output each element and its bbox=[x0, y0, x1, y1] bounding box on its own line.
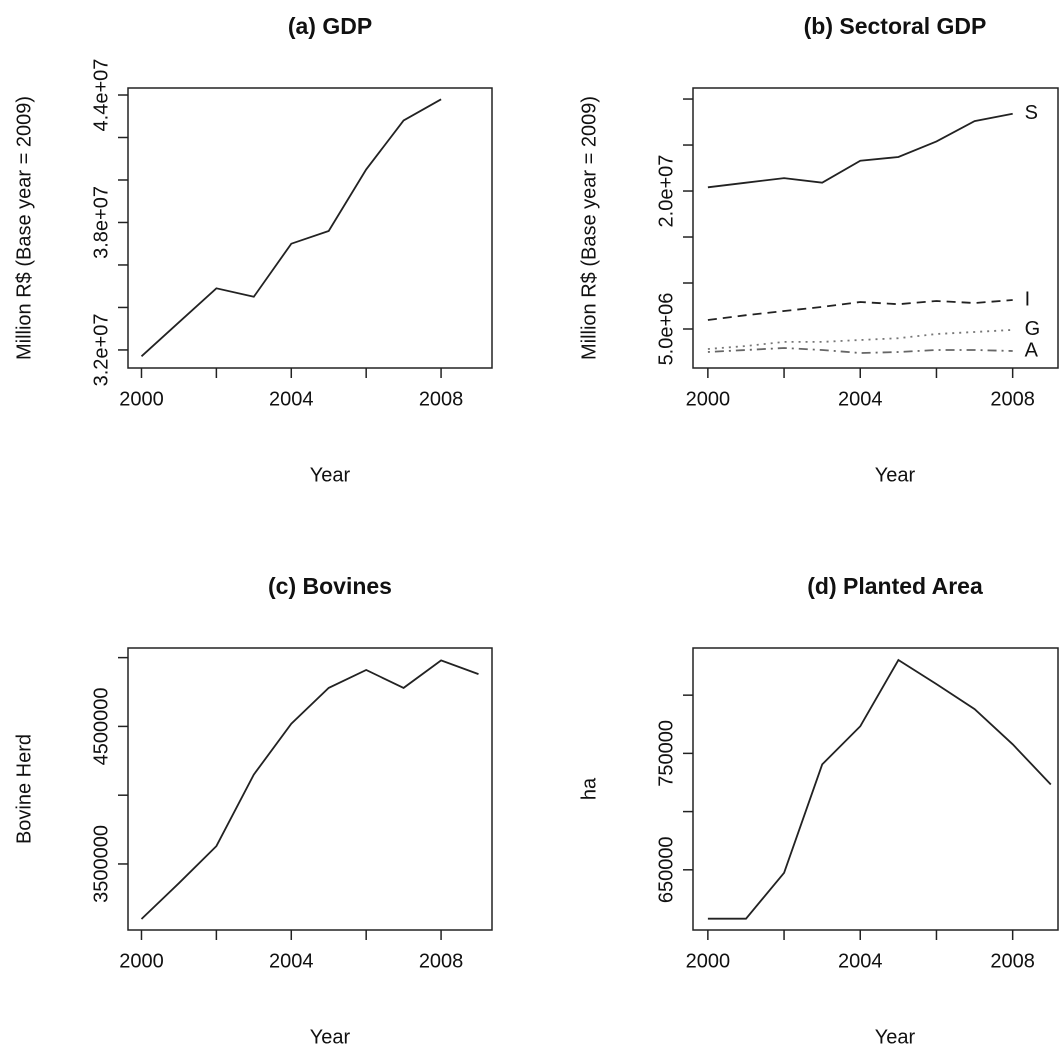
y-axis-label: ha bbox=[578, 777, 600, 800]
y-tick-label: 650000 bbox=[655, 836, 677, 903]
x-tick-label: 2004 bbox=[269, 388, 314, 410]
x-axis-label: Year bbox=[310, 464, 351, 486]
x-tick-label: 2008 bbox=[990, 950, 1035, 972]
line-label: S bbox=[1025, 102, 1038, 124]
x-axis-label: Year bbox=[310, 1026, 351, 1048]
data-line bbox=[707, 329, 1013, 350]
data-line bbox=[707, 347, 1013, 354]
x-tick-label: 2004 bbox=[838, 950, 883, 972]
data-line bbox=[140, 659, 479, 920]
chart-title: (d) Planted Area bbox=[807, 573, 983, 599]
chart-title: (b) Sectoral GDP bbox=[804, 13, 987, 39]
x-tick-label: 2004 bbox=[269, 950, 314, 972]
x-tick-label: 2000 bbox=[686, 388, 731, 410]
y-tick-label: 3500000 bbox=[90, 825, 112, 903]
x-tick-label: 2008 bbox=[990, 388, 1035, 410]
plot-box bbox=[127, 87, 493, 369]
x-tick-label: 2000 bbox=[119, 950, 164, 972]
data-line bbox=[707, 299, 1013, 321]
y-tick-label: 2.0e+07 bbox=[655, 155, 677, 228]
x-tick-label: 2008 bbox=[419, 388, 464, 410]
y-axis-label: Million R$ (Base year = 2009) bbox=[578, 96, 600, 360]
data-line bbox=[140, 98, 442, 357]
line-label: A bbox=[1025, 339, 1039, 361]
plot-box bbox=[692, 647, 1059, 931]
y-tick-label: 3.2e+07 bbox=[90, 314, 112, 387]
line-label: I bbox=[1025, 288, 1031, 310]
y-axis-label: Bovine Herd bbox=[13, 734, 35, 844]
x-tick-label: 2000 bbox=[686, 950, 731, 972]
y-tick-label: 4500000 bbox=[90, 687, 112, 765]
x-axis-label: Year bbox=[875, 1026, 916, 1048]
y-tick-label: 4.4e+07 bbox=[90, 59, 112, 132]
line-label: G bbox=[1025, 318, 1041, 340]
y-tick-label: 750000 bbox=[655, 720, 677, 787]
plot-box bbox=[692, 87, 1059, 369]
x-tick-label: 2008 bbox=[419, 950, 464, 972]
y-tick-label: 3.8e+07 bbox=[90, 186, 112, 259]
y-tick-label: 5.0e+06 bbox=[655, 293, 677, 366]
data-line bbox=[707, 658, 1052, 920]
chart-title: (a) GDP bbox=[288, 13, 372, 39]
chart-title: (c) Bovines bbox=[268, 573, 392, 599]
x-tick-label: 2004 bbox=[838, 388, 883, 410]
plot-box bbox=[127, 647, 493, 931]
x-axis-label: Year bbox=[875, 464, 916, 486]
x-tick-label: 2000 bbox=[119, 388, 164, 410]
data-line bbox=[707, 112, 1013, 189]
y-axis-label: Million R$ (Base year = 2009) bbox=[13, 96, 35, 360]
